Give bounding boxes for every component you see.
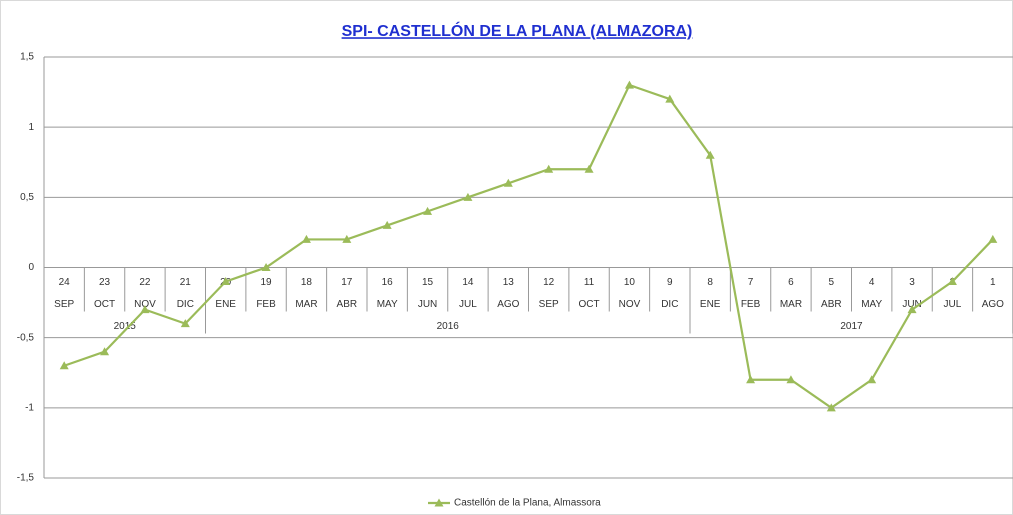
x-tick-label: JUL [944, 299, 962, 310]
category-number: 16 [382, 277, 394, 288]
x-tick-label: ENE [700, 299, 721, 310]
category-number: 24 [59, 277, 71, 288]
category-number: 19 [261, 277, 273, 288]
x-tick-label: NOV [619, 299, 641, 310]
y-tick-label: -0,5 [17, 332, 35, 343]
category-number: 10 [624, 277, 636, 288]
category-number: 8 [707, 277, 713, 288]
marker [705, 150, 715, 159]
year-label: 2015 [114, 321, 137, 332]
category-number: 7 [748, 277, 754, 288]
marker [947, 277, 957, 286]
marker [584, 164, 594, 173]
x-tick-label: NOV [134, 299, 156, 310]
marker [867, 375, 877, 384]
marker [665, 94, 675, 103]
marker [624, 80, 634, 89]
category-number: 13 [503, 277, 515, 288]
category-number: 5 [829, 277, 835, 288]
x-tick-label: FEB [741, 299, 761, 310]
marker [180, 319, 190, 328]
marker [382, 220, 392, 229]
marker [342, 234, 352, 243]
x-tick-label: SEP [539, 299, 559, 310]
category-number: 15 [422, 277, 434, 288]
marker [221, 277, 231, 286]
y-tick-label: 1,5 [20, 52, 34, 63]
x-tick-label: OCT [579, 299, 600, 310]
category-number: 22 [139, 277, 151, 288]
x-tick-label: DIC [177, 299, 194, 310]
category-number: 6 [788, 277, 794, 288]
category-number: 21 [180, 277, 192, 288]
category-number: 17 [341, 277, 353, 288]
y-tick-label: 0,5 [20, 192, 34, 203]
x-tick-label: DIC [661, 299, 678, 310]
y-tick-label: -1,5 [17, 473, 35, 484]
x-tick-label: OCT [94, 299, 115, 310]
chart-title: SPI- CASTELLÓN DE LA PLANA (ALMAZORA) [342, 21, 693, 40]
y-tick-label: -1 [25, 402, 34, 413]
category-number: 9 [667, 277, 673, 288]
marker [988, 234, 998, 243]
category-number: 4 [869, 277, 875, 288]
category-number: 1 [990, 277, 996, 288]
marker [100, 347, 110, 356]
legend-marker [434, 498, 444, 507]
x-tick-label: ABR [337, 299, 358, 310]
x-tick-label: FEB [256, 299, 276, 310]
x-tick-label: MAR [780, 299, 802, 310]
x-tick-label: JUL [459, 299, 477, 310]
marker [746, 375, 756, 384]
legend-label: Castellón de la Plana, Almassora [454, 498, 601, 509]
x-tick-label: MAY [377, 299, 398, 310]
x-tick-label: ENE [215, 299, 236, 310]
marker [544, 164, 554, 173]
year-label: 2017 [840, 321, 863, 332]
x-tick-label: MAR [295, 299, 317, 310]
category-number: 18 [301, 277, 313, 288]
y-tick-label: 0 [28, 262, 34, 273]
marker [261, 263, 271, 271]
x-tick-label: MAY [861, 299, 882, 310]
marker [463, 192, 473, 201]
series-line [63, 83, 994, 410]
x-tick-label: JUN [418, 299, 437, 310]
marker [140, 305, 150, 314]
category-number: 23 [99, 277, 111, 288]
marker [301, 234, 311, 243]
x-tick-label: AGO [982, 299, 1004, 310]
x-tick-label: JUN [902, 299, 921, 310]
y-tick-label: 1 [28, 122, 34, 133]
marker [423, 206, 433, 215]
x-tick-label: SEP [54, 299, 74, 310]
x-tick-label: AGO [497, 299, 519, 310]
marker [503, 178, 513, 187]
x-tick-label: ABR [821, 299, 842, 310]
marker [786, 375, 796, 384]
year-label: 2016 [437, 321, 460, 332]
marker [826, 403, 836, 412]
category-number: 11 [584, 277, 595, 288]
marker [59, 361, 69, 370]
marker [907, 305, 917, 314]
category-number: 14 [462, 277, 474, 288]
category-number: 3 [909, 277, 915, 288]
category-number: 12 [543, 277, 555, 288]
